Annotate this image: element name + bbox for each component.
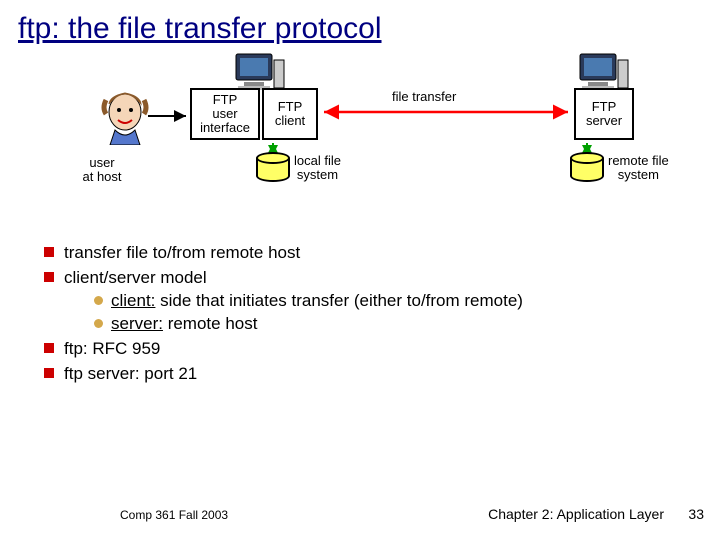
remote-fs-cylinder-icon [570, 152, 604, 182]
slide-title: ftp: the file transfer protocol [0, 0, 720, 54]
ftp-server-box: FTPserver [574, 88, 634, 140]
footer-chapter: Chapter 2: Application Layer [488, 506, 664, 522]
sub-bullet-item: client: side that initiates transfer (ei… [94, 290, 690, 313]
user-face-icon [100, 90, 150, 145]
user-at-host-label: userat host [62, 156, 142, 185]
arrow-user-to-ui [148, 110, 192, 122]
bullet-item: ftp: RFC 959 [44, 338, 690, 361]
bullet-item: client/server model client: side that in… [44, 267, 690, 336]
ftp-diagram: userat host FTPuserinterface FTPclient F… [0, 54, 720, 234]
remote-fs-label: remote filesystem [608, 154, 669, 183]
ftp-client-box: FTPclient [262, 88, 318, 140]
bullet-list: transfer file to/from remote host client… [0, 234, 720, 386]
page-number: 33 [688, 506, 704, 522]
local-fs-label: local filesystem [294, 154, 341, 183]
bullet-item: transfer file to/from remote host [44, 242, 690, 265]
arrow-client-server-red [318, 104, 574, 120]
footer-course: Comp 361 Fall 2003 [120, 508, 228, 522]
ftp-ui-box: FTPuserinterface [190, 88, 260, 140]
bullet-item: ftp server: port 21 [44, 363, 690, 386]
file-transfer-label: file transfer [392, 90, 456, 104]
local-fs-cylinder-icon [256, 152, 290, 182]
sub-bullet-item: server: remote host [94, 313, 690, 336]
